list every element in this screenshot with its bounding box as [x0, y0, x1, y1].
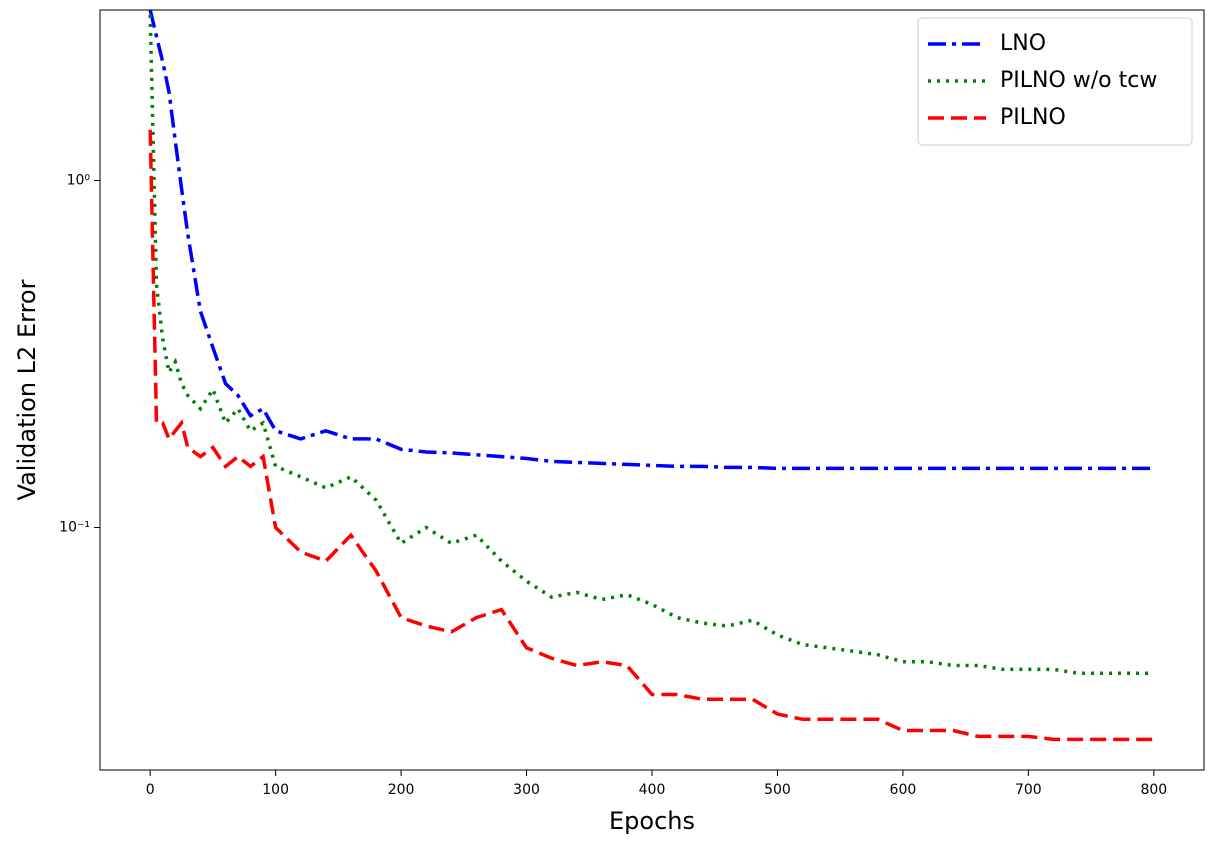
series-line [148, 129, 1154, 742]
x-tick-label: 700 [1015, 782, 1042, 798]
x-tick-label: 0 [146, 782, 155, 798]
series-line [148, 10, 1154, 471]
legend-label: LNO [1000, 31, 1046, 56]
plot-area [148, 10, 1154, 742]
x-tick-label: 600 [890, 782, 917, 798]
x-tick-label: 400 [639, 782, 666, 798]
legend-box [917, 17, 1193, 146]
x-tick-label: 500 [764, 782, 791, 798]
y-tick-label: 10⁰ [67, 172, 91, 188]
x-tick-label: 800 [1140, 782, 1167, 798]
x-tick-label: 300 [513, 782, 540, 798]
x-tick-label: 200 [388, 782, 415, 798]
x-tick-label: 100 [262, 782, 289, 798]
x-axis-label: Epochs [609, 807, 695, 835]
y-axis-label: Validation L2 Error [13, 279, 41, 500]
legend-label: PILNO [1000, 105, 1066, 130]
legend-label: PILNO w/o tcw [1000, 68, 1157, 93]
series-line [148, 14, 1154, 676]
y-tick-label: 10⁻¹ [59, 519, 90, 535]
